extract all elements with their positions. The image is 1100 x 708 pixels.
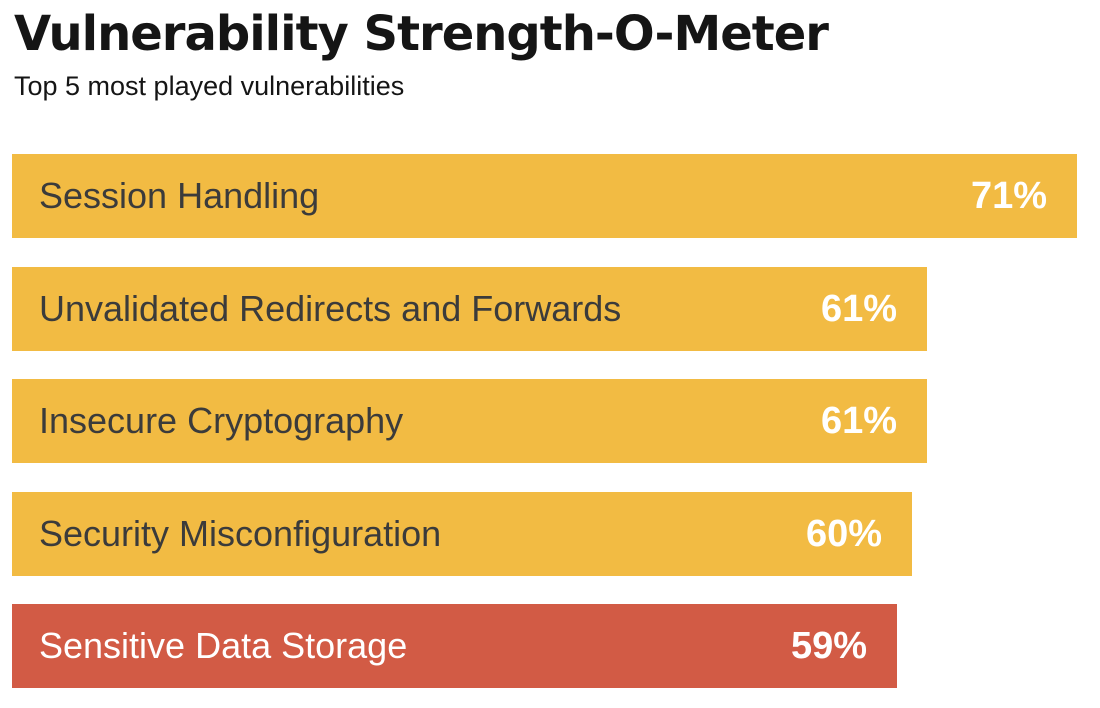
bar-session-handling: Session Handling 71% <box>12 154 1077 238</box>
bar-label: Sensitive Data Storage <box>39 625 408 666</box>
bar-label: Security Misconfiguration <box>39 512 442 554</box>
bar-label: Unvalidated Redirects and Forwards <box>39 287 622 329</box>
bar-insecure-cryptography: Insecure Cryptography 61% <box>12 379 927 463</box>
bar-value-label: 59% <box>790 625 867 667</box>
bar-sensitive-data-storage: Sensitive Data Storage 59% <box>12 604 897 688</box>
bar-value-label: 60% <box>805 512 882 555</box>
bar-label: Insecure Cryptography <box>39 400 404 441</box>
bar-value-label: 61% <box>820 400 897 442</box>
bar-unvalidated-redirects-and-forwards: Unvalidated Redirects and Forwards 61% <box>12 266 927 351</box>
bar-value-label: 61% <box>820 287 897 330</box>
bar-security-misconfiguration: Security Misconfiguration 60% <box>12 491 912 576</box>
bar-label: Session Handling <box>39 175 320 216</box>
chart-subtitle: Top 5 most played vulnerabilities <box>14 71 405 101</box>
chart-title: Vulnerability Strength-O-Meter <box>14 6 829 62</box>
bar-value-label: 71% <box>970 175 1047 217</box>
